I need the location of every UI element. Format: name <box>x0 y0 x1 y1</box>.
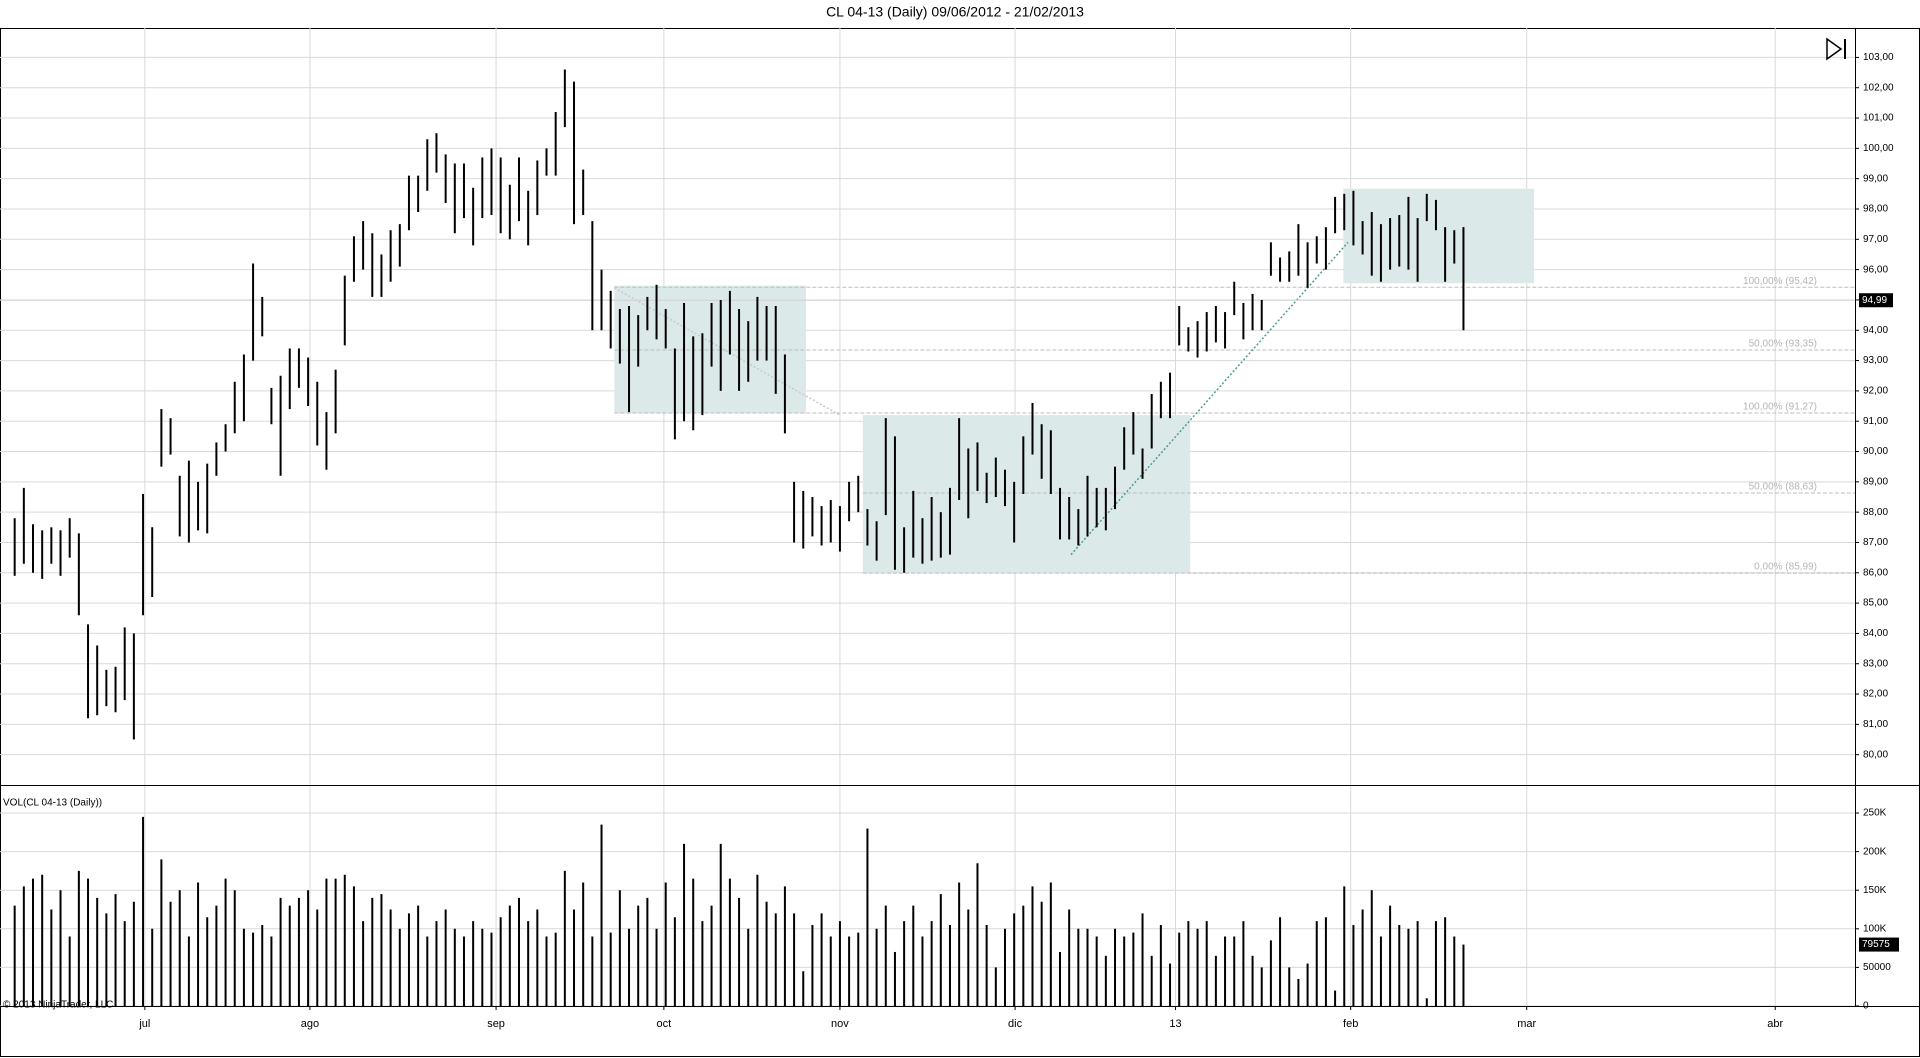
zone-rect <box>862 415 1191 573</box>
trendline <box>613 287 841 416</box>
fib-label: 50,00% (93,35) <box>1749 339 1817 350</box>
y-tick-label: 92,00 <box>1863 386 1888 397</box>
window-title: CL 04-13 (Daily) 09/06/2012 - 21/02/2013 <box>826 4 1084 20</box>
x-tick-label: ago <box>301 1018 319 1030</box>
last-volume-label: 79575 <box>1862 939 1890 950</box>
trendline <box>1070 241 1349 556</box>
y-tick-label: 99,00 <box>1863 173 1888 184</box>
y-tick-label: 50000 <box>1863 962 1891 973</box>
last-price-label: 94,99 <box>1862 295 1887 306</box>
x-tick-label: abr <box>1767 1018 1783 1030</box>
x-tick-label: jul <box>138 1018 150 1030</box>
y-tick-label: 98,00 <box>1863 204 1888 215</box>
y-tick-label: 100,00 <box>1863 143 1894 154</box>
x-tick-label: 13 <box>1169 1018 1181 1030</box>
y-tick-label: 101,00 <box>1863 113 1894 124</box>
play-button[interactable] <box>1826 37 1846 61</box>
y-tick-label: 96,00 <box>1863 264 1888 275</box>
x-tick-label: oct <box>657 1018 672 1030</box>
y-tick-label: 88,00 <box>1863 507 1888 518</box>
y-tick-label: 84,00 <box>1863 628 1888 639</box>
y-tick-label: 91,00 <box>1863 416 1888 427</box>
y-tick-label: 86,00 <box>1863 567 1888 578</box>
volume-title: VOL(CL 04-13 (Daily)) <box>3 798 102 809</box>
y-tick-label: 250K <box>1863 808 1887 819</box>
copyright: © 2013 NinjaTrader, LLC <box>3 1000 113 1011</box>
y-tick-label: 97,00 <box>1863 234 1888 245</box>
fib-label: 100,00% (91,27) <box>1743 402 1817 413</box>
y-tick-label: 82,00 <box>1863 689 1888 700</box>
y-tick-label: 87,00 <box>1863 537 1888 548</box>
y-tick-label: 85,00 <box>1863 598 1888 609</box>
y-tick-label: 102,00 <box>1863 82 1894 93</box>
play-icon <box>1826 37 1843 61</box>
x-tick-label: feb <box>1343 1018 1358 1030</box>
fib-label: 0,00% (85,99) <box>1754 562 1817 573</box>
y-tick-label: 89,00 <box>1863 476 1888 487</box>
x-tick-label: mar <box>1517 1018 1536 1030</box>
y-tick-label: 103,00 <box>1863 52 1894 63</box>
y-tick-label: 94,00 <box>1863 325 1888 336</box>
last-volume-box <box>1859 937 1899 952</box>
x-tick-label: sep <box>487 1018 505 1030</box>
zone-rect <box>1343 188 1535 284</box>
y-tick-label: 90,00 <box>1863 446 1888 457</box>
grid <box>0 28 1855 1007</box>
y-tick-label: 83,00 <box>1863 658 1888 669</box>
y-tick-label: 81,00 <box>1863 719 1888 730</box>
y-tick-label: 93,00 <box>1863 355 1888 366</box>
x-tick-label: dic <box>1008 1018 1023 1030</box>
y-tick-label: 80,00 <box>1863 749 1888 760</box>
fib-label: 50,00% (88,63) <box>1749 482 1817 493</box>
last-price-box <box>1859 293 1893 308</box>
y-tick-label: 150K <box>1863 885 1887 896</box>
y-tick-label: 0 <box>1863 1001 1869 1012</box>
fib-label: 100,00% (95,42) <box>1743 276 1817 287</box>
y-tick-label: 100K <box>1863 923 1887 934</box>
x-tick-label: nov <box>831 1018 849 1030</box>
y-tick-label: 200K <box>1863 846 1887 857</box>
